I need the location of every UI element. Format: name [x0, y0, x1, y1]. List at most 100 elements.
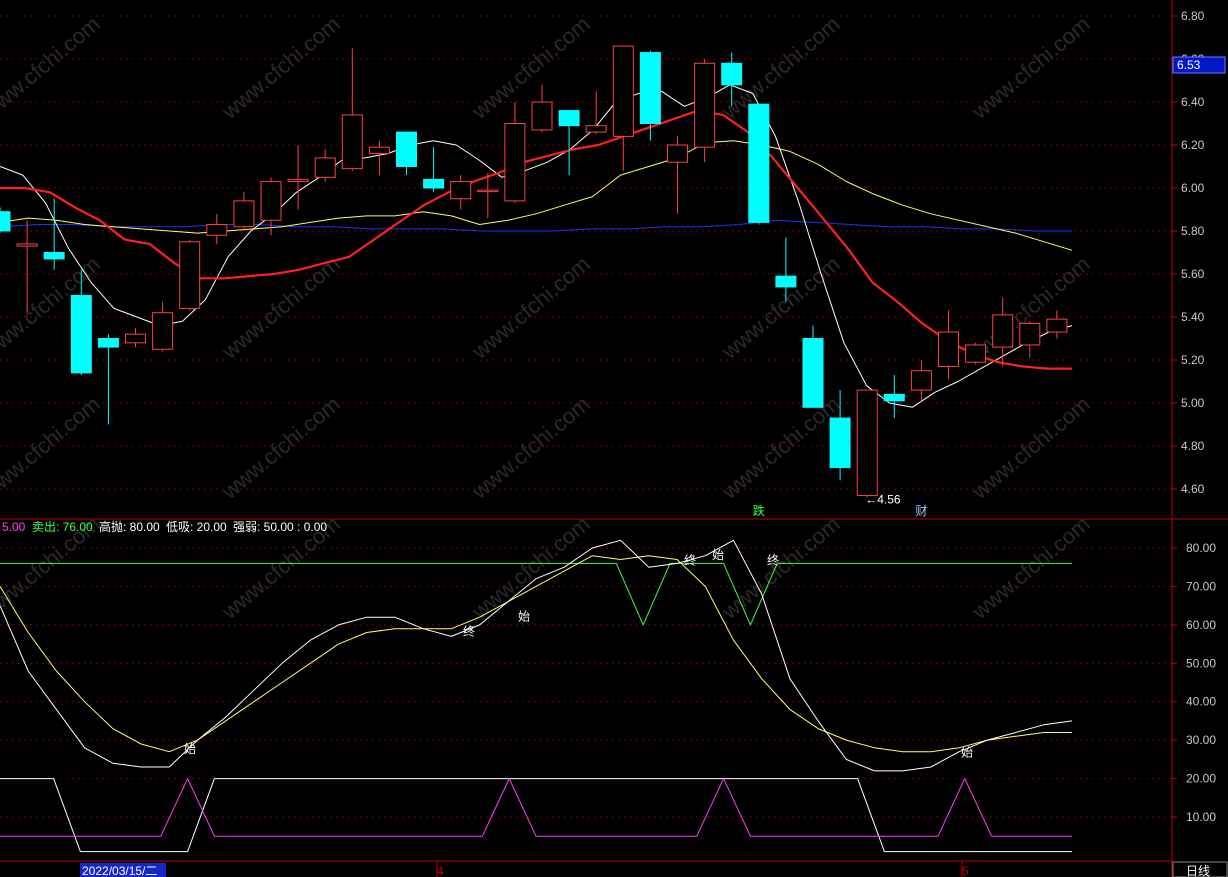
watermark-text: www.cfchi.com [466, 251, 594, 364]
candle [748, 103, 770, 225]
candle [965, 342, 987, 365]
legend-item-strength: 强弱: 50.00 : 0.00 [233, 520, 327, 534]
candle [1019, 321, 1041, 358]
candle [423, 147, 445, 193]
moving-average-layer [0, 84, 1073, 408]
grid-layer: 4.60 4.80 5.00 5.20 5.40 5.60 5.80 6.00 6.20 6.40… [0, 9, 1216, 824]
candle [883, 375, 905, 419]
lower-magenta-line [0, 778, 1072, 837]
osc-tick-label: 60.00 [1186, 618, 1216, 632]
osc-tick-label: 20.00 [1186, 772, 1216, 786]
x-axis-labels: 2022/03/15/二 4 5 [80, 861, 969, 877]
price-tick-label: 5.40 [1181, 310, 1205, 324]
candle [938, 310, 959, 380]
osc-marker: 始 [961, 746, 973, 760]
ma-yellow-line [0, 140, 1073, 251]
watermark-text: www.cfchi.com [966, 11, 1094, 124]
osc-marker: 始 [184, 742, 196, 756]
candle [802, 325, 824, 408]
watermark-text: www.cfchi.com [466, 11, 594, 124]
candle [125, 327, 146, 348]
price-badge-text: 6.53 [1177, 58, 1201, 72]
osc-tick-label: 40.00 [1186, 695, 1216, 709]
osc-tick-label: 70.00 [1186, 579, 1216, 593]
candle [16, 220, 38, 313]
oscillator-layer: 始终始终始终始 [0, 539, 1073, 853]
candle [775, 237, 797, 302]
osc-marker: 终 [767, 553, 779, 568]
price-tick-label: 6.40 [1181, 95, 1205, 109]
candle [233, 192, 255, 231]
candle [558, 110, 580, 176]
candle [341, 48, 363, 171]
legend-item-sell: 卖出: 76.00 [32, 520, 93, 534]
candle [612, 45, 634, 171]
candle [910, 360, 932, 401]
candle [0, 207, 11, 234]
candle [97, 334, 119, 425]
price-tick-label: 6.00 [1181, 181, 1205, 195]
sell-line [0, 562, 1072, 626]
label-layer: ←4.56 跌 财 [753, 493, 928, 518]
candle [396, 131, 417, 176]
watermark-text: www.cfchi.com [216, 11, 344, 124]
candle [1046, 310, 1068, 339]
watermark-text: www.cfchi.com [966, 391, 1094, 504]
candle [531, 84, 553, 133]
legend-item-value: 5.00 [2, 520, 26, 534]
event-marker: 跌 [753, 503, 765, 518]
osc-marker: 终 [684, 553, 696, 568]
watermark-text: www.cfchi.com [966, 511, 1094, 624]
osc-tick-label: 50.00 [1186, 656, 1216, 670]
watermark-text: www.cfchi.com [0, 391, 105, 504]
osc-tick-label: 30.00 [1186, 733, 1216, 747]
period-button-label[interactable]: 日线 [1186, 864, 1210, 877]
candle [206, 213, 228, 244]
legend-item-low: 低吸: 20.00 [166, 520, 227, 534]
candle [287, 145, 309, 210]
osc-tick-label: 80.00 [1186, 541, 1216, 555]
month-label-5: 5 [962, 864, 969, 877]
watermark-text: www.cfchi.com [466, 391, 594, 504]
candle [70, 269, 92, 376]
price-tick-label: 4.60 [1181, 482, 1205, 496]
osc-white-line [0, 539, 1073, 772]
candle [179, 239, 201, 311]
candle [314, 149, 336, 182]
osc-yellow-line [0, 555, 1072, 753]
price-tick-label: 5.80 [1181, 224, 1205, 238]
price-tick-label: 6.20 [1181, 138, 1205, 152]
price-tick-label: 5.00 [1181, 396, 1205, 410]
candle [152, 301, 174, 352]
price-tick-label: 5.60 [1181, 267, 1205, 281]
candle [721, 52, 743, 107]
low-price-annotation: ←4.56 [865, 493, 901, 507]
date-label: 2022/03/15/二 [82, 864, 157, 877]
candle [477, 172, 499, 219]
period-button[interactable]: 日线 [1172, 861, 1228, 877]
candle [585, 91, 607, 135]
lower-white-line [0, 778, 1072, 853]
candle [43, 198, 65, 270]
candle [856, 389, 878, 498]
watermark-text: www.cfchi.com [216, 251, 344, 364]
candle [368, 140, 390, 176]
legend-item-high: 高抛: 80.00 [99, 519, 160, 534]
watermark-text: www.cfchi.com [716, 391, 844, 504]
price-tick-label: 5.20 [1181, 353, 1205, 367]
candle [992, 297, 1014, 367]
candle [504, 102, 526, 204]
legend: 5.00 卖出: 76.00 高抛: 80.00 低吸: 20.00 强弱: 5… [2, 519, 327, 534]
watermark-text: www.cfchi.com [466, 511, 594, 624]
candle [694, 59, 716, 163]
osc-marker: 始 [712, 548, 724, 562]
osc-marker: 始 [518, 609, 530, 623]
candlestick-layer [0, 45, 1068, 498]
osc-marker: 终 [463, 624, 475, 639]
ma-blue-line [0, 219, 1072, 232]
watermark-text: www.cfchi.com [216, 391, 344, 504]
candle [450, 175, 472, 210]
price-tick-label: 6.80 [1181, 9, 1205, 23]
